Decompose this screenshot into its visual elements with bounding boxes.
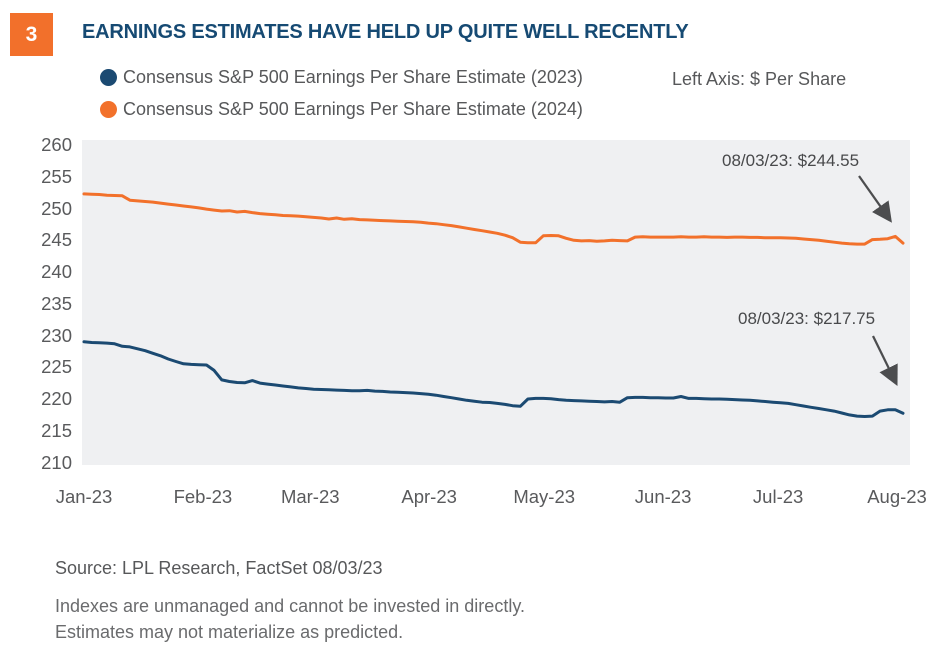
disclosure-line-2: Estimates may not materialize as predict…	[55, 622, 404, 642]
annotation-2024-value: 08/03/23: $244.55	[722, 151, 860, 170]
legend: Consensus S&P 500 Earnings Per Share Est…	[100, 67, 583, 133]
annotation-arrow-2024	[858, 175, 892, 223]
annotation-arrow-2023	[871, 335, 898, 387]
x-tick-Feb-23: Feb-23	[173, 486, 233, 507]
y-tick-240: 240	[41, 261, 72, 282]
chart-title: EARNINGS ESTIMATES HAVE HELD UP QUITE WE…	[82, 21, 689, 43]
legend-label-2024: Consensus S&P 500 Earnings Per Share Est…	[123, 99, 583, 119]
y-tick-220: 220	[41, 388, 72, 409]
legend-item-2024: Consensus S&P 500 Earnings Per Share Est…	[100, 99, 583, 119]
series-line-2024	[82, 192, 905, 246]
y-tick-245: 245	[41, 229, 72, 251]
disclosure-line-1: Indexes are unmanaged and cannot be inve…	[55, 596, 525, 616]
figure-number: 3	[25, 22, 38, 46]
legend-dot-2023-icon	[100, 69, 117, 86]
left-axis-units-note: Left Axis: $ Per Share	[672, 69, 847, 89]
legend-item-2023: Consensus S&P 500 Earnings Per Share Est…	[100, 67, 583, 87]
series-line-2023	[82, 340, 905, 418]
y-tick-250: 250	[41, 197, 72, 219]
y-tick-215: 215	[41, 419, 72, 441]
legend-dot-2024-icon	[100, 101, 117, 118]
y-tick-210: 210	[41, 451, 72, 473]
x-tick-Mar-23: Mar-23	[280, 486, 340, 507]
x-tick-May-23: May-23	[513, 486, 576, 507]
legend-label-2023: Consensus S&P 500 Earnings Per Share Est…	[123, 67, 583, 87]
y-tick-235: 235	[41, 292, 72, 314]
x-tick-Jan-23: Jan-23	[55, 486, 113, 507]
disclosure-text: Indexes are unmanaged and cannot be inve…	[55, 593, 525, 645]
x-tick-Jun-23: Jun-23	[634, 486, 692, 507]
plot-area	[82, 140, 910, 465]
figure-number-badge: 3	[10, 13, 53, 56]
annotation-2023-value: 08/03/23: $217.75	[738, 309, 876, 328]
x-tick-Aug-23: Aug-23	[867, 486, 927, 507]
y-tick-260: 260	[41, 134, 72, 155]
y-tick-230: 230	[41, 324, 72, 346]
y-tick-225: 225	[41, 356, 72, 378]
y-tick-255: 255	[41, 165, 72, 187]
x-tick-Apr-23: Apr-23	[401, 486, 457, 507]
source-text: Source: LPL Research, FactSet 08/03/23	[55, 558, 383, 578]
x-tick-Jul-23: Jul-23	[752, 486, 804, 507]
plot-svg	[82, 175, 905, 418]
